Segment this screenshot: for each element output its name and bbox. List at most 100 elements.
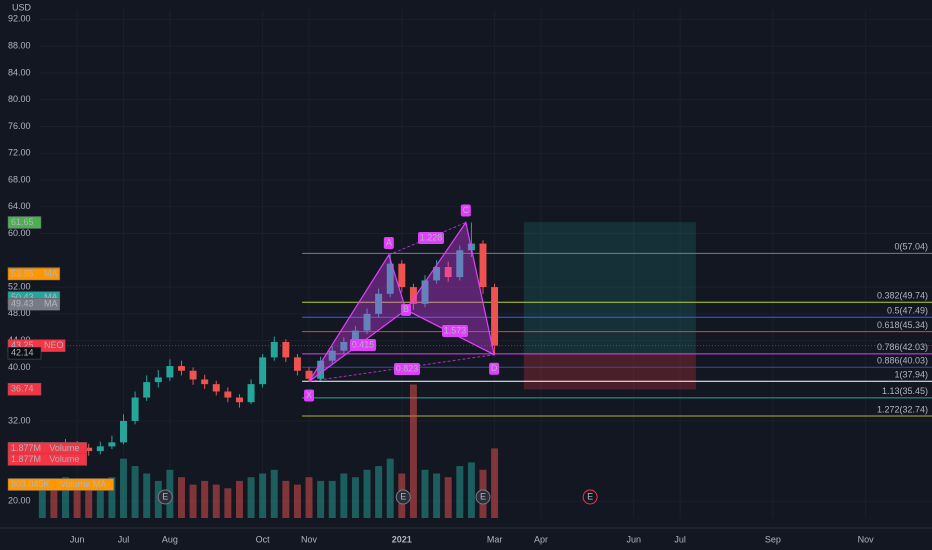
pattern-point-box [460, 204, 471, 217]
x-tick-label: 2021 [392, 534, 412, 544]
pattern-point-box [304, 389, 315, 402]
pattern-point-box [489, 362, 500, 375]
candle-body [131, 397, 139, 421]
volume-bar [247, 477, 255, 518]
y-tick-label: 52.00 [8, 281, 31, 291]
x-tick-label: Apr [534, 534, 548, 544]
ratio-box [394, 363, 420, 375]
price-label-box [7, 453, 88, 466]
pattern-point-label: C [463, 205, 470, 215]
earnings-marker [475, 489, 491, 505]
volume-bar [201, 480, 209, 518]
fib-label: 1.272(32.74) [877, 404, 928, 414]
volume-bar [38, 480, 46, 518]
volume-bar [212, 484, 220, 518]
volume-bar [143, 473, 151, 518]
y-tick-label: 20.00 [8, 496, 31, 506]
candle-body [212, 384, 220, 392]
ratio-label: 0.823 [396, 363, 419, 373]
price-label-value: 50.43 [11, 292, 34, 302]
price-label-value: 903.045K [11, 479, 50, 489]
volume-bar [456, 466, 464, 518]
pattern-point-label: A [386, 237, 392, 247]
x-tick-label: Jul [118, 534, 130, 544]
y-tick-label: 88.00 [8, 41, 31, 51]
volume-bar [224, 488, 232, 518]
fib-label: 0(57.04) [894, 242, 928, 252]
price-label-tag: Volume [49, 443, 79, 453]
x-tick-label: Nov [301, 534, 318, 544]
volume-bar [293, 484, 301, 518]
earnings-marker [582, 489, 598, 505]
candle-body [351, 330, 359, 342]
volume-bar [421, 469, 429, 518]
volume-bar [386, 458, 394, 518]
candle-body [375, 293, 383, 314]
candle-body [177, 366, 185, 371]
earnings-label: E [480, 491, 486, 501]
candle-body [224, 391, 232, 398]
volume-bar [96, 480, 104, 518]
candle-body [259, 357, 267, 385]
candle-body [247, 384, 255, 403]
currency: USD [12, 2, 32, 12]
price-label-box [7, 478, 115, 491]
y-tick-label: 60.00 [8, 228, 31, 238]
candle-body [317, 360, 325, 379]
candle-body [433, 267, 441, 281]
y-tick-label: 72.00 [8, 148, 31, 158]
candle-body [386, 263, 394, 294]
candle-body [491, 287, 499, 346]
candle-body [444, 267, 452, 278]
earnings-label: E [162, 491, 168, 501]
volume-bar [317, 480, 325, 518]
x-tick-label: Jun [626, 534, 641, 544]
volume-bar [375, 466, 383, 518]
ratio-box [442, 325, 468, 337]
volume-bar [282, 480, 290, 518]
candle-body [143, 382, 151, 398]
pattern-point-box [383, 236, 394, 249]
candle-body [398, 263, 406, 288]
candle-body [201, 379, 209, 385]
candle-body [282, 341, 290, 358]
volume-bar [62, 477, 69, 518]
volume-bar [433, 473, 441, 518]
price-label-value: 43.25 [11, 340, 34, 350]
volume-bar [305, 477, 313, 518]
candle-body [305, 370, 313, 379]
volume-bar [120, 458, 127, 518]
candle-body [235, 397, 243, 403]
candle-body [479, 243, 487, 288]
candle-body [166, 366, 174, 378]
y-tick-label: 84.00 [8, 67, 31, 77]
earnings-label: E [587, 491, 593, 501]
price-label-tag: Volume [49, 454, 79, 464]
fib-label: 0.618(45.34) [877, 320, 928, 330]
candle-body [85, 447, 93, 452]
volume-bar [328, 480, 336, 518]
price-label-value: 53.95 [11, 268, 34, 278]
price-label-tag: MA [44, 292, 58, 302]
candle-body [421, 280, 429, 304]
candle-body [270, 341, 278, 358]
price-label-value: 1.877M [11, 454, 41, 464]
volume-bar [444, 477, 452, 518]
candle-body [96, 446, 104, 452]
price-label-value: 42.14 [11, 347, 34, 357]
candle-body [409, 287, 417, 304]
y-tick-label: 64.00 [8, 201, 31, 211]
y-tick-label: 92.00 [8, 14, 31, 24]
x-tick-label: Jun [70, 534, 85, 544]
volume-bar [363, 469, 371, 518]
x-tick-label: Nov [858, 534, 875, 544]
fib-label: 0.786(42.03) [877, 342, 928, 352]
earnings-marker [395, 489, 411, 505]
candle-body [328, 350, 336, 361]
candle-body [108, 442, 116, 447]
volume-bar [131, 466, 139, 518]
x-tick-label: Mar [487, 534, 503, 544]
y-tick-label: 32.00 [8, 415, 31, 425]
price-label-box [7, 346, 42, 360]
